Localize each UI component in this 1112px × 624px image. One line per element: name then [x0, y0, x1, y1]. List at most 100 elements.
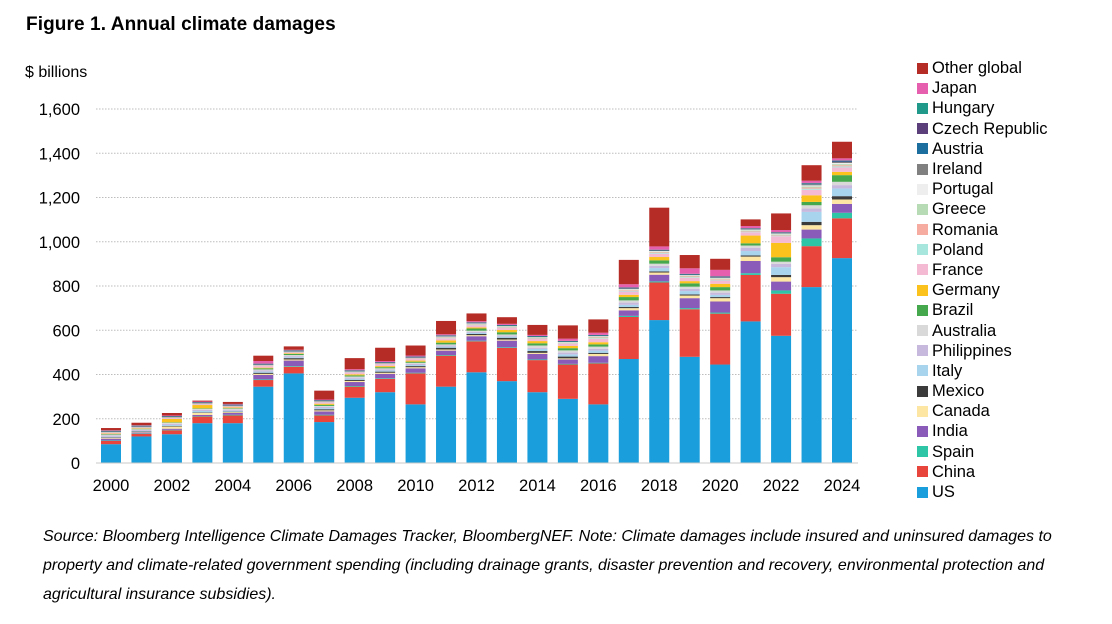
- bar-segment-mexico-2002: [161, 426, 182, 427]
- bar-segment-germany-2008: [344, 374, 365, 376]
- bar-segment-canada-2007: [314, 410, 335, 412]
- bar-segment-japan-2005: [253, 361, 274, 364]
- bar-segment-us-2019: [679, 356, 700, 463]
- bar-segment-romania-2019: [679, 276, 700, 278]
- legend-label: Italy: [932, 361, 963, 380]
- bar-segment-ireland-2017: [618, 288, 639, 289]
- bar-segment-greece-2019: [679, 275, 700, 277]
- bar-segment-india-2016: [588, 356, 609, 363]
- bar-segment-spain-2003: [192, 416, 213, 417]
- x-tick-label: 2010: [397, 477, 434, 495]
- bar-segment-other-global-2023: [801, 165, 822, 181]
- y-tick-label: 800: [52, 278, 80, 296]
- bar-segment-other-global-2001: [131, 422, 152, 426]
- legend-label: Mexico: [932, 382, 985, 401]
- legend-label: Spain: [932, 442, 975, 461]
- figure-title: Figure 1. Annual climate damages: [26, 14, 336, 35]
- bar-stack-2017: [618, 259, 639, 463]
- x-tick-label: 2000: [93, 477, 130, 495]
- bar-segment-greece-2017: [618, 289, 639, 291]
- bar-segment-france-2005: [253, 365, 274, 368]
- bar-segment-canada-2021: [740, 256, 761, 261]
- legend-item-austria: Austria: [917, 139, 1048, 159]
- legend-swatch: [917, 163, 928, 175]
- bar-segment-poland-2022: [771, 235, 792, 237]
- bar-segment-china-2012: [466, 341, 487, 373]
- legend-swatch: [917, 143, 928, 155]
- bar-segment-portugal-2020: [710, 277, 731, 279]
- bar-segment-greece-2021: [740, 230, 761, 231]
- legend-swatch: [917, 284, 928, 296]
- bar-segment-germany-2012: [466, 327, 487, 329]
- bar-segment-germany-2020: [710, 283, 731, 288]
- bar-segment-france-2002: [161, 417, 182, 419]
- bar-segment-canada-2015: [557, 358, 578, 360]
- bar-segment-poland-2017: [618, 290, 639, 292]
- y-tick-label: 600: [52, 322, 80, 340]
- bar-segment-spain-2011: [436, 355, 457, 356]
- bar-segment-ireland-2022: [771, 232, 792, 234]
- bar-segment-france-2011: [436, 338, 457, 341]
- bar-segment-brazil-2013: [496, 332, 517, 335]
- bar-stack-2018: [649, 207, 670, 463]
- bar-segment-other-global-2004: [222, 401, 243, 404]
- bar-segment-japan-2006: [283, 349, 304, 351]
- bar-segment-japan-2008: [344, 369, 365, 371]
- bar-segment-brazil-2020: [710, 287, 731, 291]
- bar-segment-other-global-2000: [101, 428, 121, 431]
- bar-segment-other-global-2008: [344, 358, 365, 370]
- bar-segment-us-2005: [253, 386, 274, 463]
- bar-segment-brazil-2001: [131, 428, 152, 430]
- bar-segment-romania-2012: [466, 324, 487, 325]
- bar-segment-brazil-2000: [101, 434, 121, 435]
- bar-segment-brazil-2002: [161, 422, 182, 423]
- bar-segment-mexico-2005: [253, 372, 274, 374]
- legend-swatch: [917, 425, 928, 437]
- bar-segment-hungary-2001: [131, 425, 152, 427]
- bar-segment-india-2006: [283, 360, 304, 367]
- bar-segment-canada-2014: [527, 352, 548, 354]
- bar-segment-canada-2009: [375, 372, 396, 374]
- legend: Other global Japan Hungary Czech Republic Au…: [917, 58, 1048, 502]
- legend-swatch: [917, 102, 928, 114]
- legend-swatch: [917, 446, 928, 458]
- bar-segment-spain-2022: [771, 290, 792, 294]
- bar-segment-philippines-2012: [466, 331, 487, 333]
- bar-segment-india-2022: [771, 281, 792, 291]
- bar-segment-portugal-2021: [740, 229, 761, 231]
- bar-segment-portugal-2012: [466, 323, 487, 324]
- legend-swatch: [917, 62, 928, 74]
- bar-segment-brazil-2012: [466, 328, 487, 331]
- bar-segment-mexico-2000: [101, 437, 121, 438]
- bar-segment-china-2001: [131, 433, 152, 437]
- bar-segment-italy-2010: [405, 364, 426, 367]
- bar-segment-france-2013: [496, 327, 517, 331]
- bar-segment-mexico-2009: [375, 371, 396, 373]
- bar-segment-germany-2011: [436, 340, 457, 343]
- bar-segment-philippines-2017: [618, 302, 639, 305]
- bar-segment-france-2007: [314, 401, 335, 404]
- bar-segment-poland-2013: [496, 327, 517, 328]
- bar-segment-philippines-2009: [375, 369, 396, 371]
- bar-segment-france-2003: [192, 403, 213, 406]
- bar-segment-india-2013: [496, 340, 517, 348]
- bar-segment-romania-2013: [496, 326, 517, 328]
- bar-segment-hungary-2022: [771, 232, 792, 233]
- bar-segment-spain-2015: [557, 363, 578, 365]
- y-tick-label: 1,000: [39, 234, 80, 252]
- bar-segment-germany-2004: [222, 407, 243, 409]
- bar-segment-india-2023: [801, 229, 822, 239]
- bar-segment-china-2024: [832, 218, 852, 259]
- legend-label: Japan: [932, 79, 977, 98]
- bar-segment-mexico-2013: [496, 337, 517, 340]
- legend-item-ireland: Ireland: [917, 159, 1048, 179]
- legend-item-greece: Greece: [917, 199, 1048, 219]
- bar-segment-australia-2009: [375, 368, 396, 370]
- bar-segment-mexico-2003: [192, 412, 213, 413]
- bar-segment-greece-2020: [710, 278, 731, 280]
- bar-segment-france-2017: [618, 291, 639, 295]
- bar-segment-china-2000: [101, 440, 121, 445]
- bar-segment-philippines-2019: [679, 288, 700, 292]
- bar-segment-canada-2011: [436, 349, 457, 351]
